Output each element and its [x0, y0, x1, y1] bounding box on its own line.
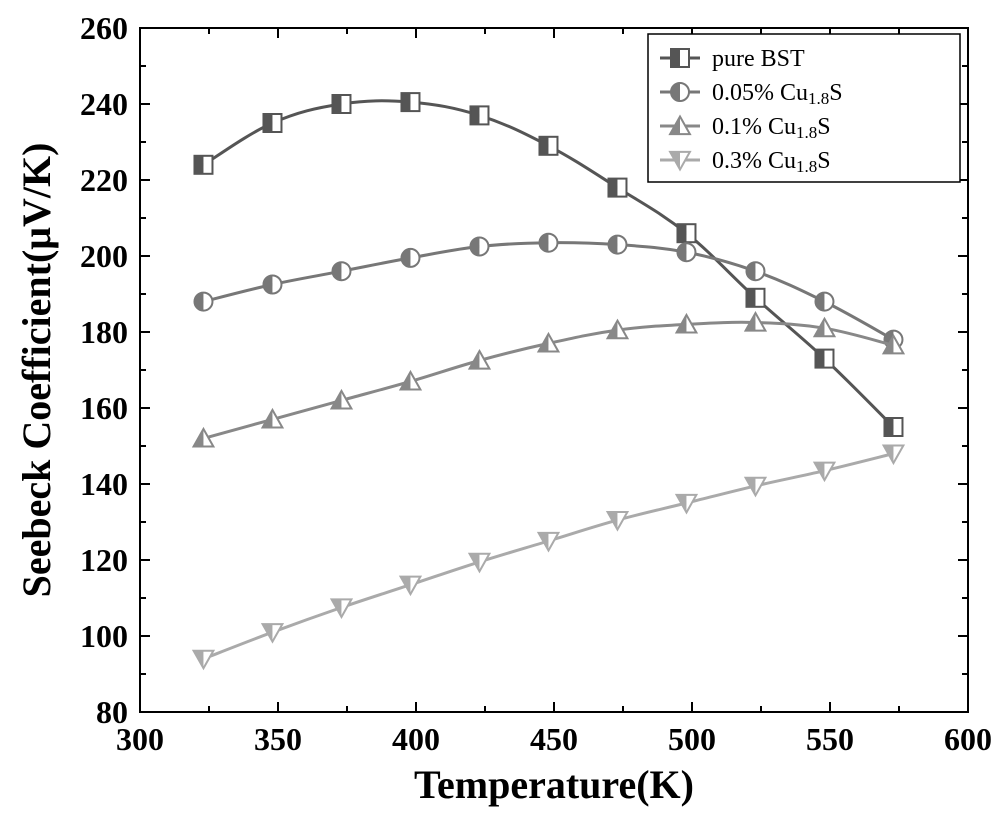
- y-axis-label: Seebeck Coefficient(μV/K): [14, 143, 59, 598]
- y-tick-label: 200: [80, 238, 128, 274]
- y-tick-label: 160: [80, 390, 128, 426]
- data-marker: [470, 238, 488, 256]
- y-tick-label: 120: [80, 542, 128, 578]
- y-tick-label: 240: [80, 86, 128, 122]
- x-tick-label: 350: [254, 721, 302, 757]
- data-marker: [401, 249, 419, 267]
- data-marker: [332, 262, 350, 280]
- y-tick-label: 180: [80, 314, 128, 350]
- y-tick-label: 100: [80, 618, 128, 654]
- data-marker: [332, 95, 350, 113]
- data-marker: [263, 276, 281, 294]
- data-marker: [746, 289, 764, 307]
- data-marker: [539, 234, 557, 252]
- x-tick-label: 450: [530, 721, 578, 757]
- x-tick-label: 400: [392, 721, 440, 757]
- data-marker: [470, 106, 488, 124]
- y-tick-label: 260: [80, 10, 128, 46]
- x-tick-label: 600: [944, 721, 992, 757]
- data-marker: [194, 156, 212, 174]
- data-marker: [677, 224, 695, 242]
- data-marker: [746, 262, 764, 280]
- data-marker: [263, 114, 281, 132]
- y-tick-label: 220: [80, 162, 128, 198]
- data-marker: [539, 137, 557, 155]
- data-marker: [608, 236, 626, 254]
- data-marker: [815, 293, 833, 311]
- data-marker: [401, 93, 419, 111]
- data-marker: [815, 350, 833, 368]
- data-marker: [608, 179, 626, 197]
- y-tick-label: 80: [96, 694, 128, 730]
- chart-container: 3003504004505005506008010012014016018020…: [0, 0, 1000, 819]
- data-marker: [194, 293, 212, 311]
- legend-label: pure BST: [712, 46, 805, 72]
- y-tick-label: 140: [80, 466, 128, 502]
- x-axis-label: Temperature(K): [414, 762, 694, 807]
- x-tick-label: 500: [668, 721, 716, 757]
- data-marker: [677, 243, 695, 261]
- x-tick-label: 550: [806, 721, 854, 757]
- seebeck-chart: 3003504004505005506008010012014016018020…: [0, 0, 1000, 819]
- data-marker: [884, 418, 902, 436]
